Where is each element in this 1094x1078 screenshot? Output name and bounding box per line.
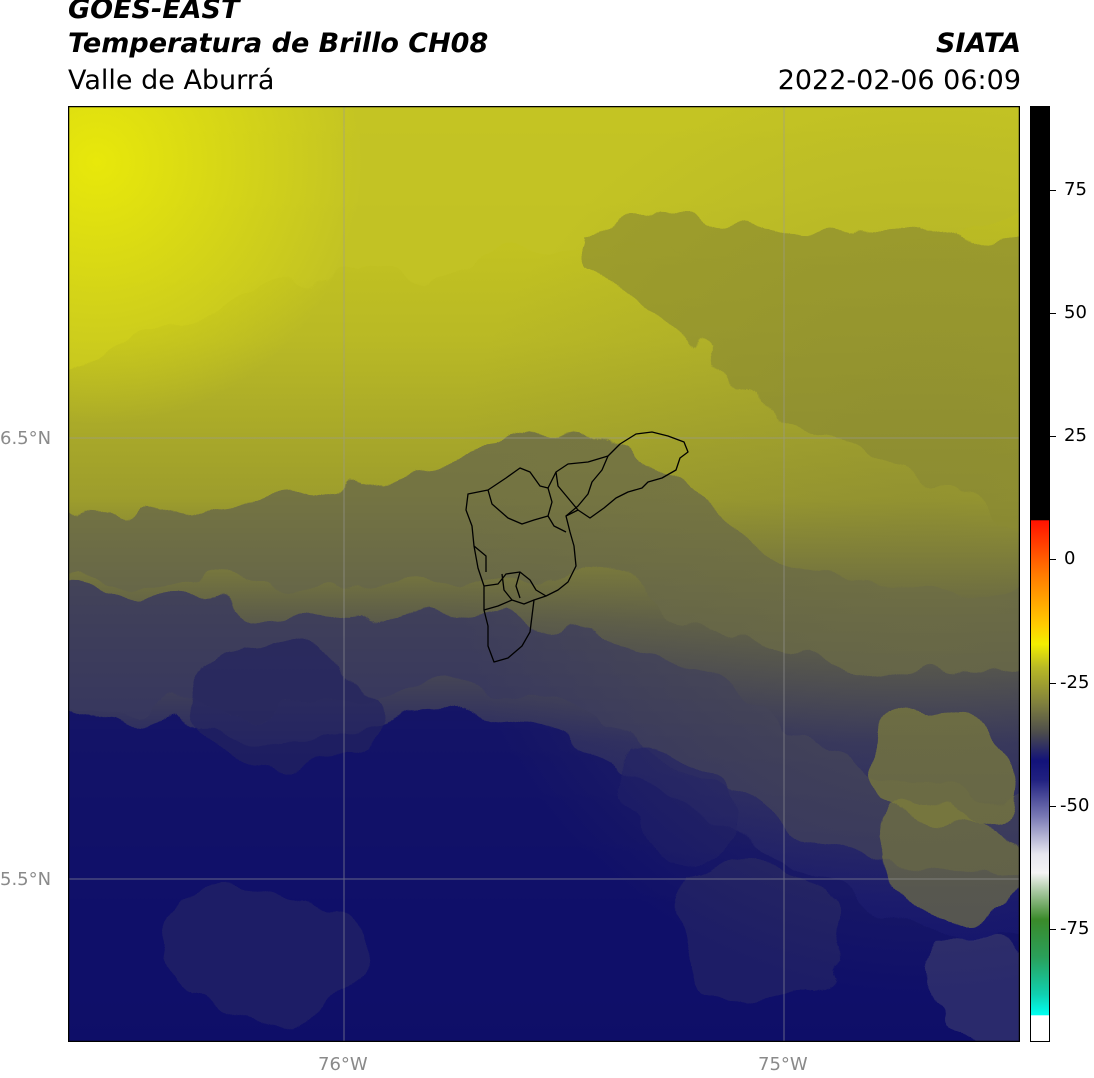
municipality-border-8	[515, 571, 521, 599]
colorbar-tick-50	[1050, 313, 1056, 314]
graticule	[68, 106, 1020, 1042]
municipality-border-9	[473, 545, 487, 572]
colorbar-label-50: 50	[1064, 302, 1087, 323]
product-title: Temperatura de Brillo CH08	[68, 28, 489, 59]
colorbar-label-0: 0	[1064, 548, 1076, 569]
municipality-border-7	[483, 599, 513, 611]
colorbar-label-75: 75	[1064, 179, 1087, 200]
colorbar-tick-75	[1050, 190, 1056, 191]
valle-de-aburra-boundaries	[465, 431, 689, 663]
east-olive-region	[68, 106, 1020, 1042]
timestamp-label: 2022-02-06 06:09	[777, 65, 1021, 96]
region-title: Valle de Aburrá	[68, 65, 275, 96]
lon-label-75w: 75°W	[758, 1054, 808, 1075]
colorbar-label-neg75: -75	[1060, 918, 1090, 939]
map-svg	[68, 106, 1020, 1042]
temperature-colorbar	[1030, 106, 1050, 1042]
lat-label-5-5n: 5.5°N	[0, 869, 52, 890]
brightness-temperature-map	[68, 106, 1020, 1042]
colorbar-label-neg50: -50	[1060, 795, 1090, 816]
colorbar-svg	[1031, 107, 1049, 1041]
colorbar-tick-neg50	[1050, 806, 1056, 807]
colorbar-tick-0	[1050, 559, 1056, 560]
map-border	[68, 106, 1020, 1042]
colorbar-tick-neg75	[1050, 929, 1056, 930]
colorbar-gradient	[1031, 107, 1049, 1041]
colorbar-label-25: 25	[1064, 425, 1087, 446]
municipality-border-2	[547, 515, 567, 533]
lat-label-6-5n: 6.5°N	[0, 428, 52, 449]
region-outline	[465, 431, 689, 663]
municipality-border-4	[555, 471, 579, 511]
colorbar-tick-neg25	[1050, 683, 1056, 684]
municipality-border-1	[487, 487, 553, 525]
colorbar-tick-25	[1050, 436, 1056, 437]
lon-label-76w: 76°W	[318, 1054, 368, 1075]
colorbar-label-neg25: -25	[1060, 672, 1090, 693]
satellite-title: GOES-EAST	[68, 0, 240, 25]
organization-label: SIATA	[935, 28, 1021, 59]
